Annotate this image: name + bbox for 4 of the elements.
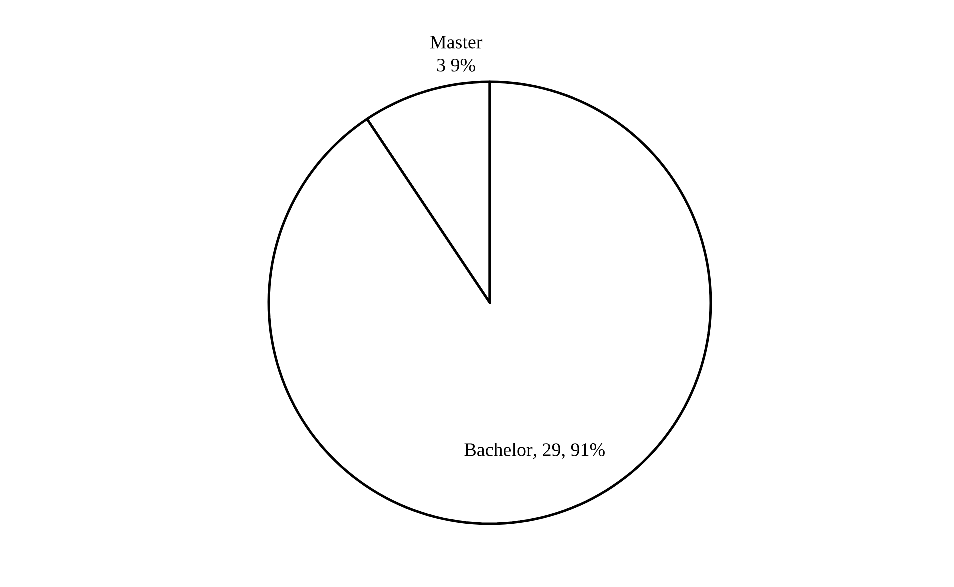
- data-label: 3 9%: [437, 58, 476, 72]
- slice-label: Bachelor: [464, 442, 533, 456]
- slice-label: Master: [430, 36, 483, 49]
- data-label: , 29, 91%: [534, 444, 605, 460]
